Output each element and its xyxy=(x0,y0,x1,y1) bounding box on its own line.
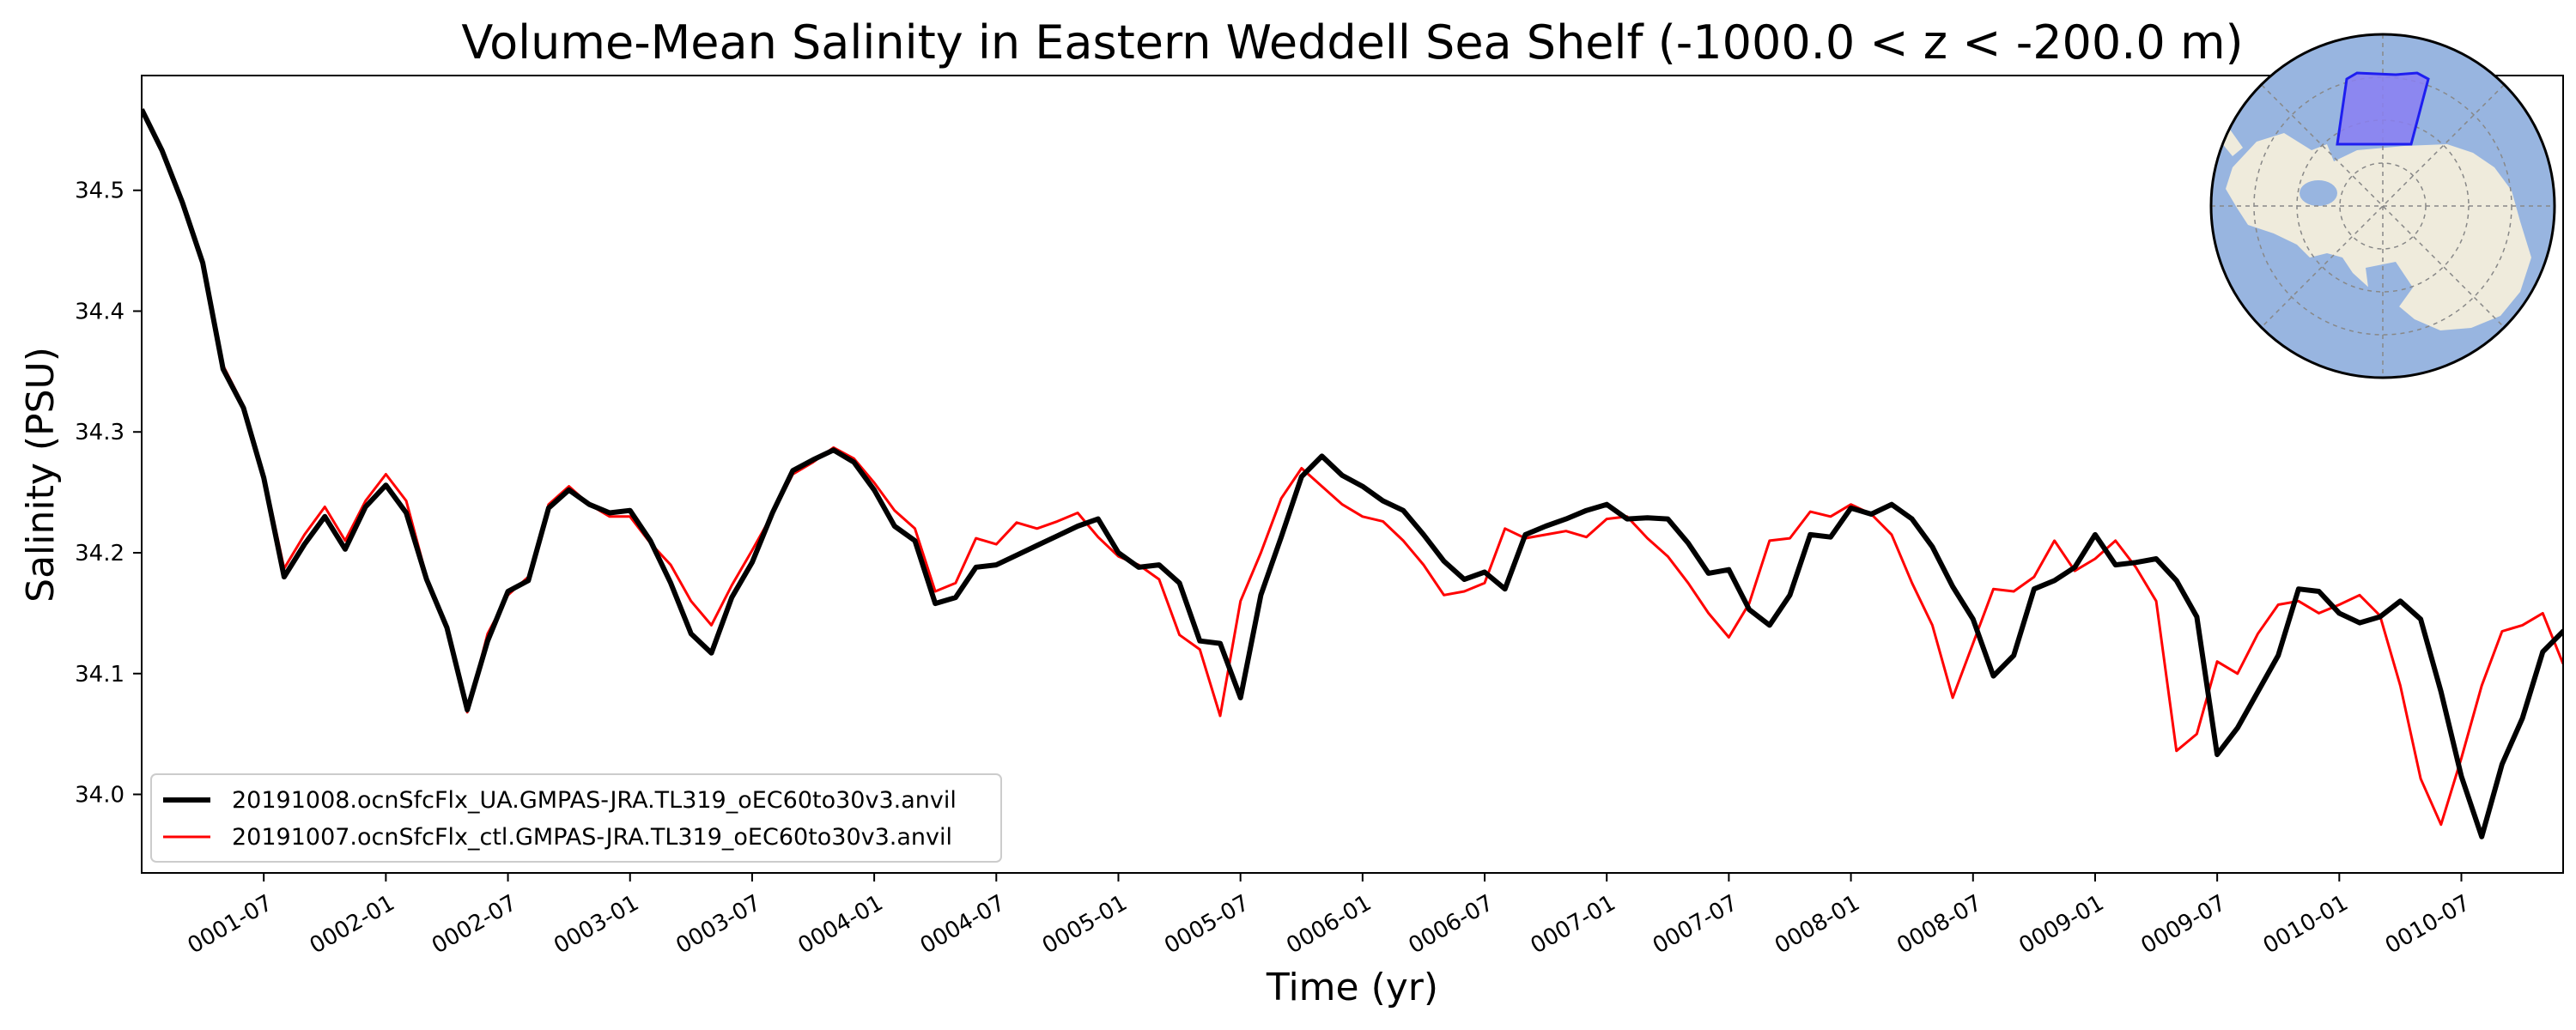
graticule xyxy=(2211,34,2555,378)
ice-shelf-bay xyxy=(2300,180,2337,206)
chart-title: Volume-Mean Salinity in Eastern Weddell … xyxy=(461,15,2243,70)
legend-label-ctl: 20191007.ocnSfcFlx_ctl.GMPAS-JRA.TL319_o… xyxy=(232,824,952,851)
region-inset-map xyxy=(2209,33,2556,379)
antarctica-landmass xyxy=(2226,133,2531,330)
series-layer xyxy=(142,108,2563,839)
ross-sea xyxy=(2366,262,2413,309)
plot-frame xyxy=(141,75,2564,874)
y-tick-label: 34.5 xyxy=(75,179,125,204)
x-axis-label: Time (yr) xyxy=(1266,966,1438,1009)
y-tick-label: 34.3 xyxy=(75,420,125,445)
series-line-ua xyxy=(142,108,2563,839)
legend-label-ua: 20191008.ocnSfcFlx_UA.GMPAS-JRA.TL319_oE… xyxy=(232,787,957,814)
y-axis: 34.0 34.1 34.2 34.3 34.4 34.5 xyxy=(75,179,142,809)
y-tick-label: 34.0 xyxy=(75,783,125,809)
eastern-weddell-region xyxy=(2337,73,2428,144)
legend: 20191008.ocnSfcFlx_UA.GMPAS-JRA.TL319_oE… xyxy=(150,773,1002,863)
y-tick-label: 34.2 xyxy=(75,541,125,566)
y-tick-label: 34.4 xyxy=(75,299,125,324)
inset-border xyxy=(2209,33,2556,379)
eastern-weddell-region-outline xyxy=(2336,71,2430,146)
y-tick-label: 34.1 xyxy=(75,662,125,688)
legend-frame xyxy=(150,773,1002,863)
y-axis-label: Salinity (PSU) xyxy=(19,347,63,603)
